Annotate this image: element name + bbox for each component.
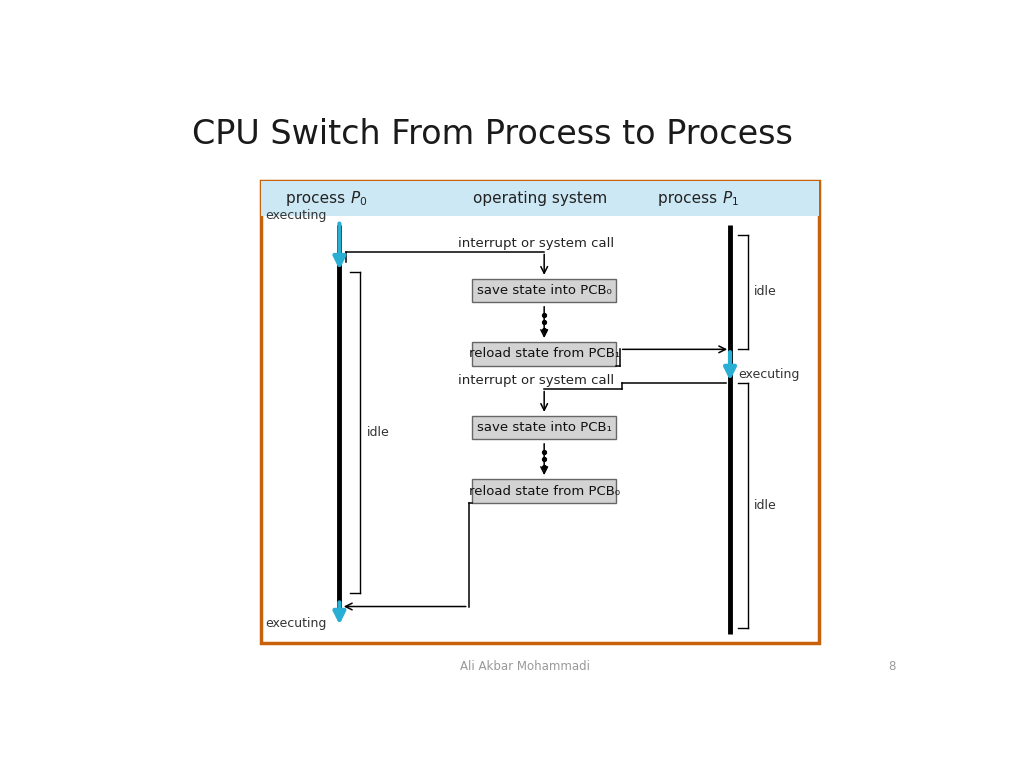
Bar [472,280,615,303]
Bar [472,343,615,366]
Bar [472,416,615,439]
Text: executing: executing [737,368,799,381]
Text: reload state from PCB₁: reload state from PCB₁ [469,347,620,360]
Text: CPU Switch From Process to Process: CPU Switch From Process to Process [191,118,793,151]
Text: save state into PCB₁: save state into PCB₁ [477,422,611,435]
Text: reload state from PCB₀: reload state from PCB₀ [469,485,620,498]
Text: process: process [287,191,350,207]
Text: interrupt or system call: interrupt or system call [459,374,614,387]
Text: idle: idle [754,286,777,299]
Text: 8: 8 [888,660,895,673]
Text: idle: idle [754,499,777,512]
Text: process: process [658,191,722,207]
Text: operating system: operating system [473,191,607,207]
Bar [472,479,615,502]
Bar [261,181,819,216]
Text: interrupt or system call: interrupt or system call [459,237,614,250]
Text: Ali Akbar Mohammadi: Ali Akbar Mohammadi [460,660,590,673]
Text: idle: idle [367,426,389,439]
Text: $P_0$: $P_0$ [350,190,368,208]
Text: save state into PCB₀: save state into PCB₀ [477,284,611,297]
Text: executing: executing [265,210,327,222]
Text: executing: executing [265,617,327,630]
Text: $P_1$: $P_1$ [722,190,739,208]
Bar [261,181,819,644]
